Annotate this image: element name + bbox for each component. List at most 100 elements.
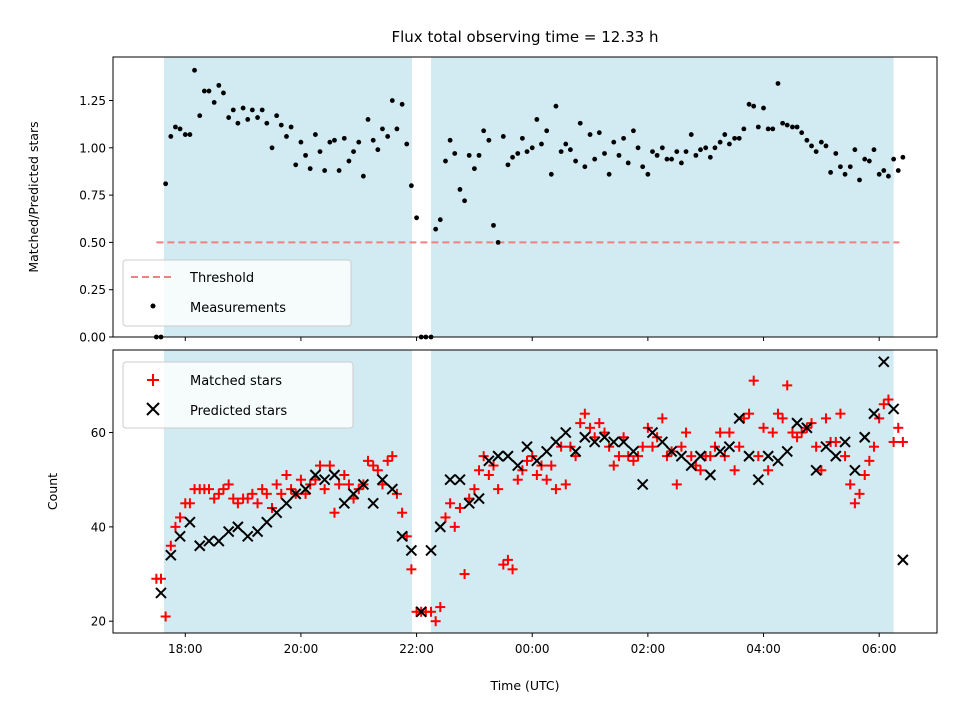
matched-star-point bbox=[560, 479, 571, 490]
measurement-point bbox=[539, 141, 544, 147]
measurement-point bbox=[871, 147, 877, 153]
predicted-star-point bbox=[772, 455, 784, 467]
predicted-star-point bbox=[521, 440, 533, 453]
measurement-point bbox=[307, 166, 313, 172]
measurement-point bbox=[563, 141, 569, 147]
measurement-point bbox=[818, 139, 824, 145]
measurement-point bbox=[177, 126, 183, 132]
measurement-point bbox=[163, 181, 169, 187]
measurement-point bbox=[505, 162, 511, 168]
matched-star-point bbox=[897, 436, 908, 447]
measurement-point bbox=[447, 137, 453, 143]
measurement-point bbox=[491, 222, 496, 228]
predicted-star-point bbox=[878, 356, 890, 368]
measurement-point bbox=[616, 152, 622, 158]
measurement-point bbox=[698, 147, 703, 153]
matched-star-point bbox=[628, 455, 639, 466]
measurement-point bbox=[548, 171, 554, 177]
measurement-point bbox=[659, 145, 665, 151]
predicted-star-point bbox=[762, 450, 774, 462]
matched-star-point bbox=[261, 488, 272, 499]
predicted-star-point bbox=[367, 497, 379, 509]
measurement-point bbox=[476, 152, 482, 158]
measurement-point bbox=[269, 145, 275, 151]
matched-star-point bbox=[816, 465, 827, 476]
predicted-star-point bbox=[203, 535, 215, 547]
matched-star-point bbox=[637, 441, 648, 452]
y-tick-label: 60 bbox=[91, 426, 106, 440]
predicted-star-point bbox=[820, 440, 832, 453]
matched-star-point bbox=[767, 427, 778, 438]
measurement-point bbox=[341, 135, 347, 141]
predicted-star-point bbox=[290, 488, 302, 500]
predicted-star-point bbox=[194, 540, 206, 552]
measurement-point bbox=[240, 105, 246, 111]
measurement-point bbox=[751, 103, 757, 109]
measurement-point bbox=[862, 156, 868, 162]
x-axis-label: Time (UTC) bbox=[489, 678, 559, 693]
matched-star-point bbox=[387, 451, 398, 462]
measurement-point bbox=[481, 128, 487, 134]
x-tick-label: 06:00 bbox=[862, 642, 897, 656]
matched-star-point bbox=[845, 479, 856, 490]
legend-measurements-label: Measurements bbox=[190, 301, 286, 316]
matched-star-point bbox=[498, 559, 509, 570]
measurement-point bbox=[375, 147, 381, 153]
predicted-star-point bbox=[636, 478, 649, 491]
predicted-star-point bbox=[560, 426, 572, 439]
measurement-point bbox=[640, 164, 646, 170]
matched-star-point bbox=[777, 413, 788, 424]
measurement-point bbox=[650, 149, 655, 154]
measurement-point bbox=[679, 160, 684, 166]
matched-star-point bbox=[744, 408, 755, 419]
matched-star-point bbox=[160, 611, 171, 622]
measurement-point bbox=[356, 139, 362, 145]
predicted-star-point bbox=[280, 497, 293, 509]
measurement-point bbox=[592, 156, 598, 162]
predicted-star-point bbox=[569, 445, 582, 458]
matched-star-point bbox=[247, 488, 258, 499]
matched-star-point bbox=[406, 564, 417, 575]
measurement-point bbox=[457, 187, 463, 192]
matched-star-point bbox=[657, 413, 668, 424]
measurement-point bbox=[370, 137, 376, 143]
predicted-star-point bbox=[656, 436, 669, 448]
legend-measurements-swatch bbox=[150, 303, 156, 309]
matched-star-point bbox=[334, 479, 345, 490]
matched-star-point bbox=[686, 451, 697, 462]
matched-star-point bbox=[507, 564, 518, 575]
measurement-point bbox=[625, 160, 631, 166]
matched-star-point bbox=[281, 469, 292, 480]
matched-star-point bbox=[613, 451, 624, 462]
measurement-point bbox=[230, 107, 236, 113]
measurement-point bbox=[847, 164, 853, 170]
measurement-point bbox=[794, 124, 800, 130]
measurement-point bbox=[394, 126, 400, 132]
measurement-point bbox=[761, 105, 766, 111]
measurement-point bbox=[519, 135, 525, 141]
legend-threshold-label: Threshold bbox=[189, 271, 254, 286]
top-x-ticks bbox=[184, 337, 880, 341]
predicted-star-point bbox=[743, 450, 755, 462]
predicted-star-point bbox=[550, 436, 562, 448]
matched-star-point bbox=[734, 441, 745, 452]
measurement-point bbox=[293, 162, 299, 168]
matched-star-point bbox=[541, 474, 552, 485]
matched-star-point bbox=[175, 512, 186, 523]
measurement-point bbox=[770, 126, 776, 132]
measurement-point bbox=[573, 158, 578, 164]
predicted-star-point bbox=[309, 469, 322, 481]
measurement-point bbox=[842, 171, 848, 177]
measurement-point bbox=[900, 154, 906, 160]
matched-star-point bbox=[888, 436, 899, 447]
measurement-point bbox=[582, 164, 588, 170]
measurement-point bbox=[182, 132, 188, 137]
measurement-point bbox=[784, 122, 790, 128]
matched-star-point bbox=[854, 488, 865, 499]
y-tick-label: 1.00 bbox=[79, 141, 106, 155]
top-y-axis-label: Matched/Predicted stars bbox=[26, 121, 41, 272]
matched-star-point bbox=[512, 474, 523, 485]
measurement-point bbox=[197, 113, 203, 119]
measurement-point bbox=[664, 156, 670, 162]
matched-star-point bbox=[483, 469, 494, 480]
